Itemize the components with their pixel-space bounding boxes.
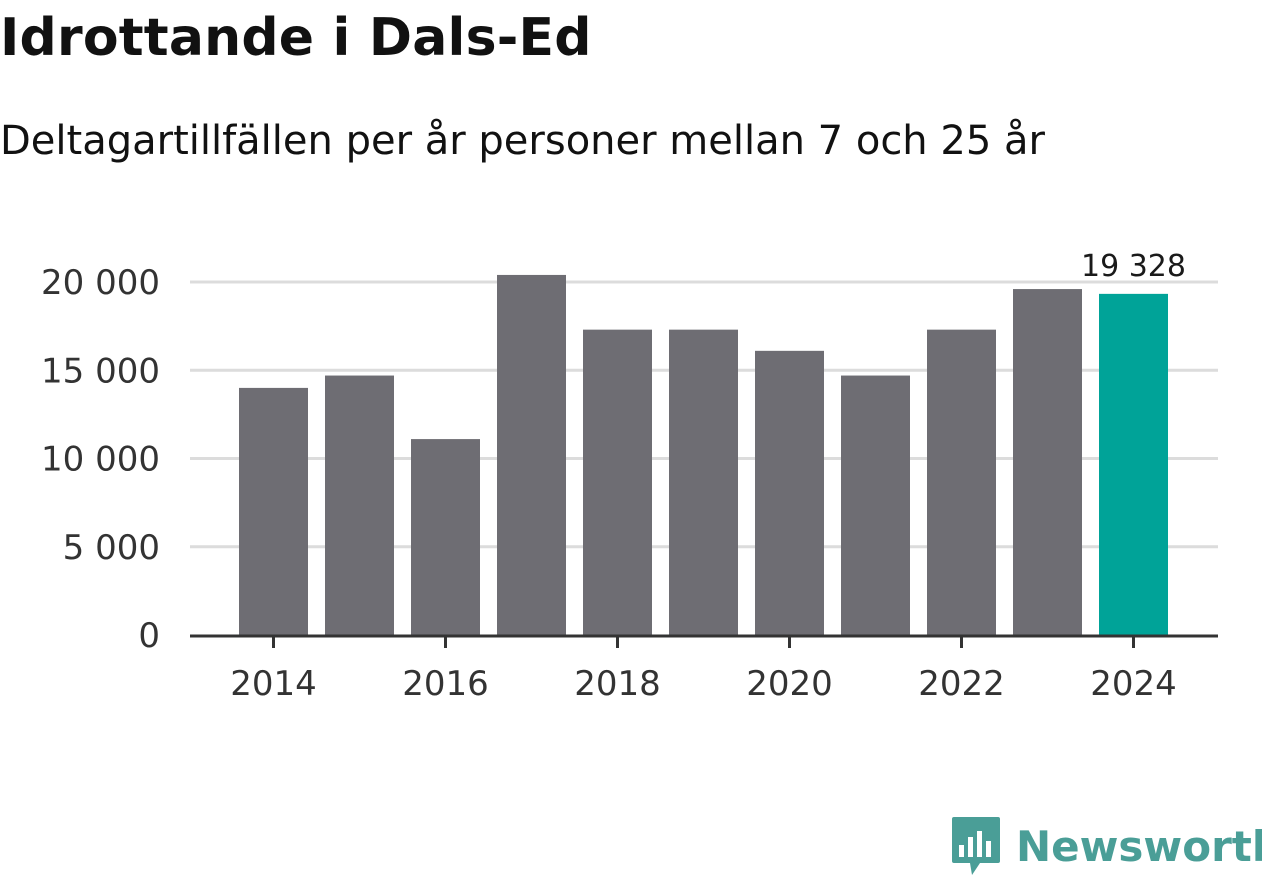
y-tick-label: 5 000	[63, 528, 160, 568]
bar	[325, 375, 394, 635]
newsworthy-logo-icon	[952, 817, 1000, 875]
x-tick-label: 2024	[1090, 664, 1177, 704]
y-tick-label: 20 000	[41, 263, 160, 303]
bar	[1013, 289, 1082, 635]
newsworthy-logo: Newsworthy	[950, 816, 1262, 876]
bar	[927, 329, 996, 635]
bar	[239, 387, 308, 635]
data-label: 19 328	[1081, 249, 1186, 284]
x-tick-label: 2020	[746, 664, 833, 704]
bar	[411, 439, 480, 635]
x-tick-label: 2022	[918, 664, 1005, 704]
y-tick-label: 15 000	[41, 351, 160, 391]
bar	[841, 375, 910, 635]
x-tick-label: 2018	[574, 664, 661, 704]
bar	[755, 350, 824, 635]
bar	[497, 274, 566, 635]
bar	[669, 329, 738, 635]
bar-highlight	[1099, 293, 1168, 635]
x-tick-label: 2016	[402, 664, 489, 704]
x-tick-label: 2014	[230, 664, 317, 704]
chart-subtitle: Deltagartillfällen per år personer mella…	[0, 118, 1045, 164]
chart-title: Idrottande i Dals-Ed	[0, 8, 592, 68]
y-tick-label: 0	[138, 616, 160, 656]
y-tick-label: 10 000	[41, 440, 160, 480]
newsworthy-logo-text: Newsworthy	[1016, 821, 1262, 871]
bar	[583, 329, 652, 635]
